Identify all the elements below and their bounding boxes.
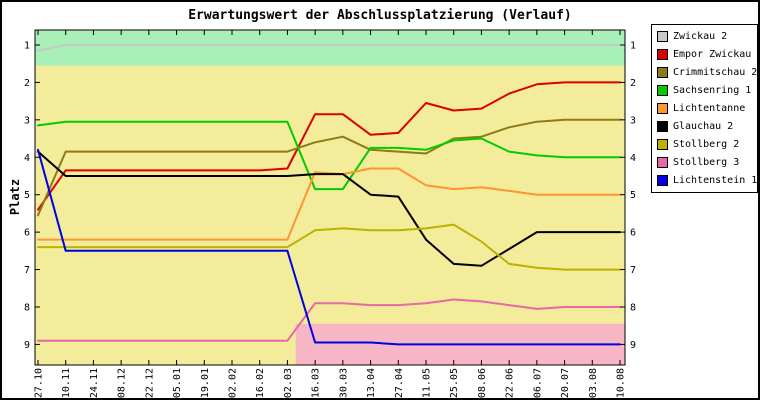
x-tick-label: 10.08 (616, 368, 627, 398)
series-line-sachsenring-1 (37, 120, 621, 191)
y-tick-label-right: 3 (630, 115, 636, 126)
plot-border (34, 29, 626, 366)
y-tick-label-right: 6 (630, 228, 636, 239)
y-tick-label-right: 5 (630, 190, 636, 201)
x-tick-label: 25.05 (449, 368, 460, 398)
x-tick-label: 08.12 (117, 368, 128, 398)
legend-item-lichtenstein-1: Lichtenstein 1 (657, 175, 758, 186)
y-tick-label-left: 2 (24, 78, 30, 89)
series-line-zwickau-2 (37, 44, 621, 52)
series-line-glauchau-2 (37, 150, 621, 267)
x-tick-label: 19.01 (200, 368, 211, 398)
legend-label: Stollberg 3 (673, 157, 740, 168)
x-tick-label: 24.11 (89, 368, 100, 398)
x-tick-label: 16.02 (255, 368, 266, 398)
legend-label: Empor Zwickau (673, 49, 752, 60)
legend-swatch (657, 121, 668, 132)
legend-swatch (657, 139, 668, 150)
y-tick-label-left: 3 (24, 115, 30, 126)
y-tick-label-left: 8 (24, 302, 30, 313)
x-tick-label: 10.11 (61, 368, 72, 398)
promotion-zone-band (35, 30, 625, 66)
legend-label: Sachsenring 1 (673, 85, 752, 96)
legend-swatch (657, 31, 668, 42)
x-tick-label: 20.07 (560, 368, 571, 398)
x-tick-label: 27.10 (34, 368, 45, 398)
legend-item-lichtentanne: Lichtentanne (657, 103, 754, 114)
y-tick-label-right: 2 (630, 78, 636, 89)
x-tick-label: 22.12 (144, 368, 155, 398)
legend-item-stollberg-3: Stollberg 3 (657, 157, 754, 168)
legend: Zwickau 2 Empor Zwickau Crimmitschau 2 Sach… (651, 24, 758, 193)
y-tick-label-right: 1 (630, 40, 636, 51)
y-tick-label-left: 4 (24, 153, 30, 164)
legend-label: Crimmitschau 2 (673, 67, 758, 78)
y-tick-label-right: 7 (630, 265, 636, 276)
x-tick-label: 22.06 (505, 368, 516, 398)
y-tick-label-left: 5 (24, 190, 30, 201)
legend-item-zwickau-2: Zwickau 2 (657, 31, 754, 42)
legend-label: Lichtentanne (673, 103, 746, 114)
x-tick-label: 06.07 (532, 368, 543, 398)
series-line-lichtenstein-1 (37, 148, 621, 346)
series-line-stollberg-2 (37, 223, 621, 271)
y-tick-label-left: 6 (24, 228, 30, 239)
x-tick-label: 16.03 (311, 368, 322, 398)
legend-label: Zwickau 2 (673, 31, 728, 42)
legend-swatch (657, 67, 668, 78)
plot-background (35, 30, 625, 365)
legend-item-crimmitschau-2: Crimmitschau 2 (657, 67, 758, 78)
x-tick-label: 27.04 (394, 368, 405, 398)
series-line-empor-zwickau (37, 81, 621, 211)
legend-swatch (657, 85, 668, 96)
series-line-crimmitschau-2 (37, 118, 621, 217)
x-tick-label: 05.01 (172, 368, 183, 398)
x-tick-label: 08.06 (477, 368, 488, 398)
legend-item-sachsenring-1: Sachsenring 1 (657, 85, 754, 96)
legend-swatch (657, 175, 668, 186)
y-tick-label-left: 9 (24, 340, 30, 351)
y-tick-label-right: 4 (630, 153, 636, 164)
legend-label: Glauchau 2 (673, 121, 734, 132)
x-tick-label: 03.08 (588, 368, 599, 398)
legend-item-stollberg-2: Stollberg 2 (657, 139, 754, 150)
y-tick-label-left: 7 (24, 265, 30, 276)
legend-swatch (657, 157, 668, 168)
legend-swatch (657, 103, 668, 114)
x-tick-label: 30.03 (338, 368, 349, 398)
y-tick-label-right: 8 (630, 302, 636, 313)
legend-swatch (657, 49, 668, 60)
chart-title: Erwartungswert der Abschlussplatzierung … (188, 8, 572, 23)
series-line-stollberg-3 (37, 298, 621, 342)
x-tick-label: 13.04 (366, 368, 377, 398)
x-tick-label: 11.05 (422, 368, 433, 398)
x-tick-label: 02.03 (283, 368, 294, 398)
legend-label: Stollberg 2 (673, 139, 740, 150)
legend-label: Lichtenstein 1 (673, 175, 758, 186)
y-tick-label-right: 9 (630, 340, 636, 351)
x-tick-label: 02.02 (228, 368, 239, 398)
legend-item-empor-zwickau: Empor Zwickau (657, 49, 754, 60)
y-tick-label-left: 1 (24, 40, 30, 51)
legend-item-glauchau-2: Glauchau 2 (657, 121, 754, 132)
